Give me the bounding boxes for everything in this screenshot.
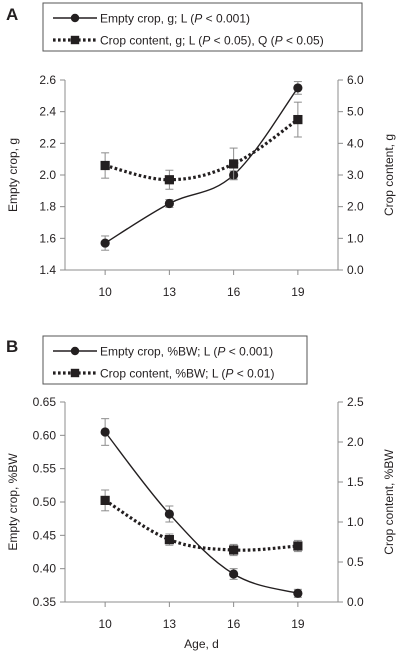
- panel-a: A 1.4 1.6 1.8 2.0 2.2 2.4 2.6 0.0 1.0 2.0 3.0 4.0 5.0…: [6, 2, 396, 299]
- legend-box: [42, 335, 308, 385]
- x-tick-label: 10: [98, 285, 112, 299]
- data-point-circle: [100, 427, 110, 437]
- x-tick-label: 13: [163, 617, 177, 631]
- panel-b: B 0.35 0.40 0.45 0.50 0.55 0.60 0.65 0.0 0.5 1.0 1.…: [6, 335, 396, 651]
- data-point-square: [229, 159, 239, 169]
- legend-marker-square: [70, 35, 80, 45]
- y-right-tick-label: 1.0: [347, 515, 364, 529]
- data-point-square: [164, 535, 174, 545]
- data-point-circle: [164, 509, 174, 519]
- panel-letter: A: [6, 5, 18, 24]
- y-right-axis-title: Crop content, g: [382, 134, 396, 216]
- y-left-tick-label: 0.35: [33, 595, 57, 609]
- y-right-tick-label: 1.5: [347, 475, 364, 489]
- data-point-circle: [293, 83, 303, 93]
- legend-marker-square: [70, 368, 80, 378]
- y-left-tick-label: 0.45: [33, 528, 57, 542]
- data-point-square: [229, 545, 239, 555]
- data-point-square: [293, 541, 303, 551]
- legend-label: Crop content, g; L (P < 0.05), Q (P < 0.…: [100, 34, 324, 48]
- x-tick-label: 19: [291, 285, 305, 299]
- y-left-tick-label: 0.50: [33, 495, 57, 509]
- panel-letter: B: [6, 337, 18, 356]
- y-right-tick-label: 0.0: [347, 595, 364, 609]
- y-right-tick-label: 6.0: [347, 73, 364, 87]
- legend-label: Empty crop, g; L (P < 0.001): [100, 12, 250, 26]
- legend-marker-circle: [70, 13, 80, 23]
- y-left-tick-label: 0.60: [33, 428, 57, 442]
- y-right-axis-title: Crop content, %BW: [382, 449, 396, 555]
- y-right-tick-label: 2.0: [347, 435, 364, 449]
- series-line: [104, 431, 299, 595]
- y-right-tick-label: 2.0: [347, 200, 364, 214]
- x-tick-label: 13: [163, 285, 177, 299]
- series-line: [104, 87, 299, 244]
- legend-label: Crop content, %BW; L (P < 0.01): [100, 367, 274, 381]
- series-empty-crop: [100, 81, 303, 251]
- y-left-tick-label: 1.8: [39, 200, 56, 214]
- y-left-tick-label: 0.55: [33, 462, 57, 476]
- x-tick-label: 10: [98, 617, 112, 631]
- data-point-circle: [229, 569, 239, 579]
- x-axis-title: Age, d: [184, 637, 219, 651]
- data-point-square: [100, 495, 110, 505]
- y-left-tick-label: 2.6: [39, 73, 56, 87]
- y-left-axis-title: Empty crop, %BW: [6, 453, 20, 551]
- series-empty-crop: [100, 418, 303, 598]
- data-point-circle: [293, 588, 303, 598]
- legend: Empty crop, g; L (P < 0.001) Crop content…: [42, 2, 363, 52]
- y-right-tick-label: 2.5: [347, 395, 364, 409]
- y-left-tick-label: 0.65: [33, 395, 57, 409]
- y-right-tick-label: 3.0: [347, 168, 364, 182]
- legend-entry: Empty crop, g; L (P < 0.001): [53, 12, 250, 26]
- series-line: [104, 118, 299, 182]
- series-line: [104, 499, 298, 552]
- y-left-tick-label: 0.40: [33, 562, 57, 576]
- y-right-tick-label: 0.5: [347, 555, 364, 569]
- y-left-tick-label: 2.2: [39, 136, 56, 150]
- data-point-circle: [164, 198, 174, 209]
- legend-box: [42, 2, 363, 52]
- legend-entry: Crop content, g; L (P < 0.05), Q (P < 0.…: [53, 34, 324, 48]
- y-left-tick-label: 1.6: [39, 231, 56, 245]
- legend-entry: Crop content, %BW; L (P < 0.01): [53, 367, 274, 381]
- y-left-tick-label: 1.4: [39, 263, 56, 277]
- data-point-square: [293, 114, 303, 125]
- data-point-square: [164, 175, 174, 185]
- legend-marker-circle: [70, 346, 80, 356]
- legend-label: Empty crop, %BW; L (P < 0.001): [100, 345, 273, 359]
- data-point-circle: [100, 238, 110, 248]
- y-right-tick-label: 1.0: [347, 231, 364, 245]
- data-point-square: [100, 160, 110, 171]
- y-right-tick-label: 0.0: [347, 263, 364, 277]
- x-tick-label: 16: [227, 285, 241, 299]
- y-right-tick-label: 4.0: [347, 136, 364, 150]
- x-tick-label: 16: [227, 617, 241, 631]
- y-right-tick-label: 5.0: [347, 105, 364, 119]
- series-crop-content: [100, 489, 303, 557]
- legend: Empty crop, %BW; L (P < 0.001) Crop conte…: [42, 335, 308, 385]
- y-left-axis-title: Empty crop, g: [6, 138, 20, 212]
- y-left-tick-label: 2.0: [39, 168, 56, 182]
- series-crop-content: [100, 101, 303, 190]
- y-left-tick-label: 2.4: [39, 105, 56, 119]
- legend-entry: Empty crop, %BW; L (P < 0.001): [53, 345, 273, 359]
- x-tick-label: 19: [291, 617, 305, 631]
